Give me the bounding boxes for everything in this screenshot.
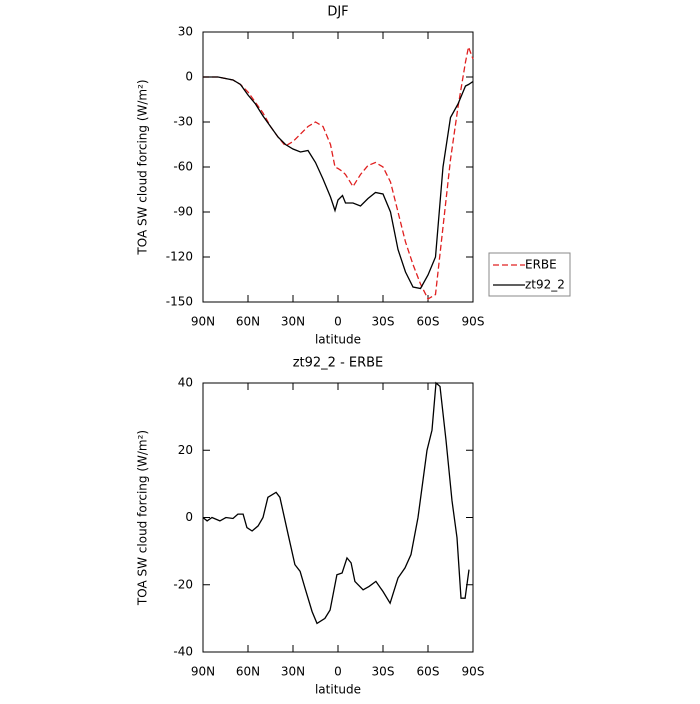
data-line: [203, 44, 474, 300]
y-tick-label: 30: [178, 25, 193, 39]
y-tick-label: 20: [178, 443, 193, 457]
chart-title: DJF: [327, 5, 348, 20]
y-tick-label: -20: [173, 577, 193, 591]
x-tick-label: 0: [334, 315, 342, 329]
legend-box: [488, 252, 571, 297]
legend-label: zt92_2: [525, 278, 565, 292]
x-tick-label: 30N: [281, 665, 305, 679]
y-tick-label: -30: [173, 115, 193, 129]
x-tick-label: 90N: [191, 315, 215, 329]
x-tick-label: 30S: [372, 315, 395, 329]
y-tick-label: -60: [173, 160, 193, 174]
y-tick-label: -150: [166, 295, 193, 309]
x-tick-label: 60S: [417, 315, 440, 329]
x-tick-label: 90S: [462, 665, 485, 679]
x-tick-label: 60N: [236, 665, 260, 679]
x-tick-label: 60N: [236, 315, 260, 329]
x-tick-label: 0: [334, 665, 342, 679]
y-tick-label: 0: [185, 70, 193, 84]
x-tick-label: 60S: [417, 665, 440, 679]
legend-label: ERBE: [525, 258, 557, 272]
x-tick-label: 90N: [191, 665, 215, 679]
x-axis-label: latitude: [315, 333, 361, 347]
y-tick-label: -90: [173, 205, 193, 219]
plot-frame: [202, 31, 474, 303]
y-tick-label: 40: [178, 376, 193, 390]
y-tick-label: -120: [166, 250, 193, 264]
data-line: [203, 76, 474, 290]
x-tick-label: 30N: [281, 315, 305, 329]
chart-title: zt92_2 - ERBE: [293, 356, 384, 371]
y-tick-label: 0: [185, 510, 193, 524]
y-tick-label: -40: [173, 645, 193, 659]
data-line: [202, 381, 470, 625]
y-axis-label: TOA SW cloud forcing (W/m²): [136, 79, 150, 255]
y-axis-label: TOA SW cloud forcing (W/m²): [136, 430, 150, 606]
x-tick-label: 30S: [372, 665, 395, 679]
x-tick-label: 90S: [462, 315, 485, 329]
x-axis-label: latitude: [315, 683, 361, 697]
